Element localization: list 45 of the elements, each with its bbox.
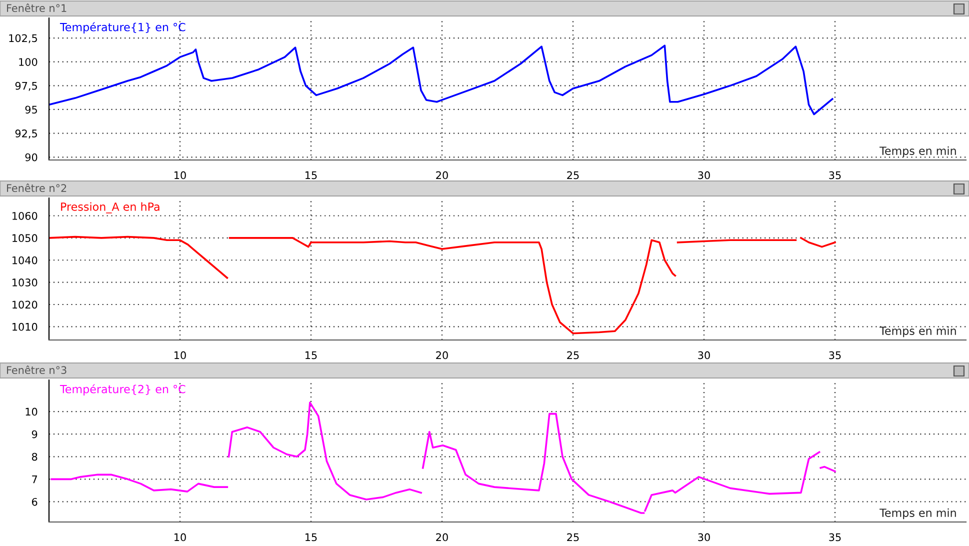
x-tick-label: 10: [174, 533, 186, 542]
y-tick-label: 1060: [12, 212, 38, 220]
y-tick-label: 8: [32, 452, 38, 461]
text: Pression_A en hPa: [61, 202, 160, 214]
chart-title: Fenêtre n°3: [7, 366, 66, 374]
y-tick-label: 6: [32, 498, 38, 506]
x-axis-title: Temps en min: [880, 508, 956, 520]
x-tick-label: 10: [174, 351, 186, 360]
x-tick-label: 15: [306, 533, 317, 542]
y-tick-label: 1030: [12, 278, 38, 286]
y-tick-label: 9: [32, 430, 38, 438]
x-axis-title: Temps en min: [880, 146, 956, 158]
y-tick-label: 10: [26, 408, 38, 416]
x-tick-label: 25: [567, 533, 579, 542]
y-tick-label: 90: [25, 153, 38, 162]
y-tick-label: 97,5: [15, 82, 37, 91]
x-tick-label: 25: [567, 171, 579, 180]
chart-title: Fenêtre n°2: [7, 184, 66, 192]
text: Température{2} en °C: [60, 384, 186, 396]
chart-title: Fenêtre n°1: [7, 4, 66, 12]
y-tick-label: 1020: [12, 300, 38, 309]
x-tick-label: 20: [436, 171, 448, 180]
x-tick-label: 35: [829, 351, 841, 360]
x-tick-label: 20: [436, 533, 448, 542]
y-tick-label: 92,5: [15, 130, 37, 138]
x-tick-label: 35: [829, 533, 841, 542]
x-axis-title: Temps en min: [880, 326, 956, 338]
series-label: Température{1} en °C: [60, 22, 186, 34]
x-tick-label: 25: [567, 351, 579, 360]
y-tick-label: 1040: [12, 256, 38, 264]
x-tick-label: 30: [698, 171, 710, 180]
x-tick-label: 10: [174, 171, 186, 180]
y-tick-label: 102,5: [9, 34, 37, 44]
x-tick-label: 20: [436, 351, 448, 360]
x-tick-label: 15: [306, 351, 317, 360]
y-tick-label: 7: [32, 476, 37, 484]
x-tick-label: 30: [698, 533, 710, 542]
x-tick-label: 15: [306, 171, 317, 180]
y-tick-label: 1050: [12, 234, 38, 242]
line-series: [49, 44, 834, 116]
x-tick-label: 35: [829, 171, 841, 180]
y-tick-label: 1010: [12, 322, 38, 331]
y-tick-label: 100: [19, 58, 38, 66]
y-tick-label: 95: [25, 106, 37, 114]
x-tick-label: 30: [698, 351, 710, 360]
